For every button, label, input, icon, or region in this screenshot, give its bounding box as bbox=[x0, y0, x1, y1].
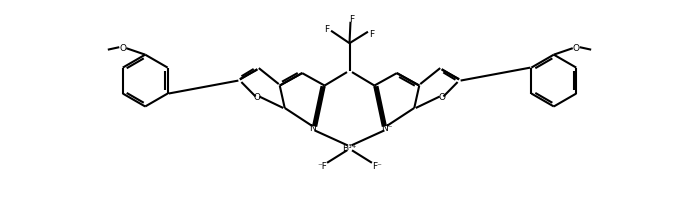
Text: O: O bbox=[120, 43, 127, 53]
Text: N⁻: N⁻ bbox=[381, 124, 393, 133]
Text: B³⁺: B³⁺ bbox=[343, 144, 356, 153]
Text: F: F bbox=[350, 15, 354, 24]
Text: O: O bbox=[438, 93, 445, 102]
Text: O: O bbox=[254, 93, 261, 102]
Text: F⁻: F⁻ bbox=[372, 161, 382, 170]
Text: F: F bbox=[369, 29, 375, 39]
Text: O: O bbox=[572, 43, 579, 53]
Text: ⁻F: ⁻F bbox=[317, 161, 327, 170]
Text: F: F bbox=[324, 25, 330, 34]
Text: N: N bbox=[309, 124, 315, 133]
